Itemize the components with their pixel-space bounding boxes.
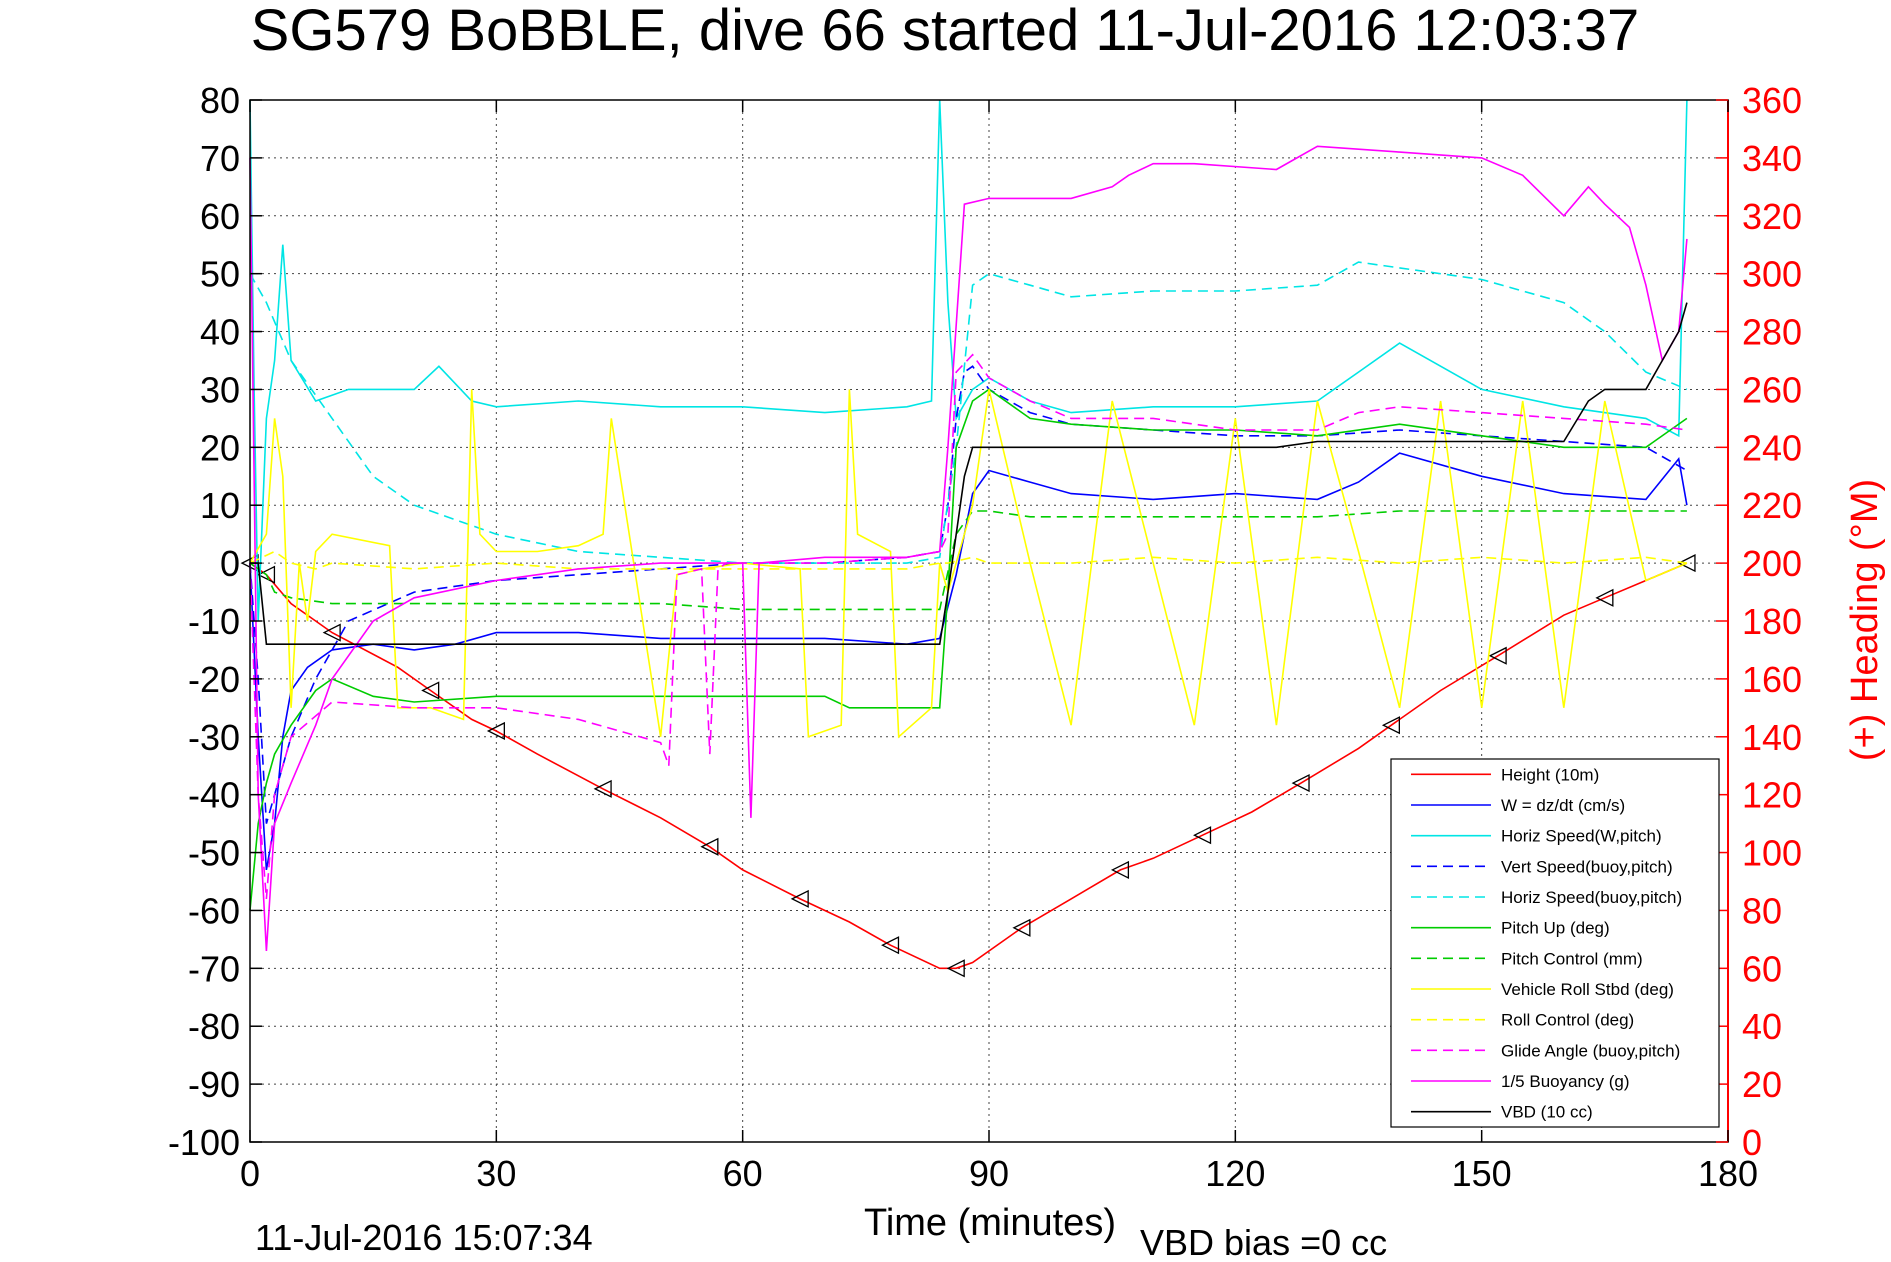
series-line-3 (249, 365, 1688, 824)
y-tick-label: -50 (188, 833, 240, 874)
y-right-tick-label: 220 (1742, 485, 1802, 526)
footer-timestamp: 11-Jul-2016 15:07:34 (255, 1217, 593, 1258)
height-marker (881, 936, 900, 955)
y-right-tick-label: 200 (1742, 543, 1802, 584)
footer-vbd-bias: VBD bias =0 cc (1140, 1222, 1387, 1262)
y-right-tick-label: 320 (1742, 196, 1802, 237)
x-tick-label: 150 (1452, 1153, 1512, 1194)
x-axis-label: Time (minutes) (864, 1202, 1116, 1244)
y-right-tick-label: 40 (1742, 1006, 1782, 1047)
series-line-0 (249, 562, 1688, 970)
x-tick-label: 90 (969, 1153, 1009, 1194)
series-line-7 (249, 389, 1688, 739)
y-right-tick-label: 180 (1742, 601, 1802, 642)
y-ticks: 80 70 60 50 40 30 20 10 0 -10 -20 -30 -40 -50 -60 -70 -8… (168, 80, 262, 1163)
height-marker (1381, 716, 1400, 735)
y-tick-label: -80 (188, 1006, 240, 1047)
series-line-10 (249, 145, 1688, 952)
series-line-6 (249, 510, 1687, 611)
series-line-4 (249, 261, 1688, 564)
height-marker (1291, 774, 1310, 793)
y-right-tick-label: 60 (1742, 948, 1782, 989)
height-marker (1193, 826, 1212, 845)
y-tick-label: -40 (188, 775, 240, 816)
legend-label: Vert Speed(buoy,pitch) (1501, 857, 1673, 876)
height-marker (421, 681, 440, 700)
series-line-5 (249, 388, 1688, 911)
legend-label: Height (10m) (1501, 765, 1599, 784)
y-right-tick-label: 240 (1742, 427, 1802, 468)
legend-label: Horiz Speed(buoy,pitch) (1501, 888, 1682, 907)
y-tick-label: -30 (188, 717, 240, 758)
y-right-tick-label: 140 (1742, 717, 1802, 758)
legend-label: VBD (10 cc) (1501, 1103, 1593, 1122)
y-right-tick-label: 120 (1742, 775, 1802, 816)
y-right-tick-label: 20 (1742, 1064, 1782, 1105)
height-marker (1677, 554, 1696, 573)
y-tick-label: -70 (188, 948, 240, 989)
y-tick-label: -60 (188, 890, 240, 931)
series-line-9 (249, 353, 1688, 899)
height-marker (256, 565, 276, 584)
x-ticks: 0 30 60 90 120 150 180 (240, 100, 1758, 1194)
y-tick-label: 70 (200, 138, 240, 179)
y-tick-label: -10 (188, 601, 240, 642)
height-marker (946, 959, 965, 978)
y-tick-label: 20 (200, 427, 240, 468)
y-right-tick-label: 80 (1742, 890, 1782, 931)
x-tick-label: 30 (476, 1153, 516, 1194)
y-tick-label: 60 (200, 196, 240, 237)
legend-box (1390, 758, 1720, 1128)
x-tick-label: 120 (1205, 1153, 1265, 1194)
height-marker (1595, 588, 1614, 607)
height-marker (700, 837, 719, 856)
y-tick-label: 40 (200, 312, 240, 353)
legend-label: Roll Control (deg) (1501, 1011, 1634, 1030)
y-tick-label: 0 (220, 543, 240, 584)
height-marker (593, 779, 612, 798)
x-tick-label: 60 (723, 1153, 763, 1194)
x-tick-label: 0 (240, 1153, 260, 1194)
y-right-tick-label: 300 (1742, 254, 1802, 295)
height-marker (790, 889, 809, 908)
y-tick-label: 50 (200, 254, 240, 295)
y-ticks-right: 3603403203002802602402202001801601401201… (1716, 80, 1802, 1163)
height-marker (486, 721, 505, 741)
legend-label: Vehicle Roll Stbd (deg) (1501, 980, 1674, 999)
y-right-tick-label: 260 (1742, 369, 1802, 410)
y-tick-label: 30 (200, 369, 240, 410)
y-tick-label: -90 (188, 1064, 240, 1105)
y-tick-label: 10 (200, 485, 240, 526)
y-right-tick-label: 0 (1742, 1122, 1762, 1163)
legend-label: Pitch Up (deg) (1501, 919, 1610, 938)
height-marker (322, 623, 341, 642)
y-right-tick-label: 340 (1742, 138, 1802, 179)
legend-label: 1/5 Buoyancy (g) (1501, 1072, 1630, 1091)
series-group (240, 99, 1696, 978)
legend-label: Glide Angle (buoy,pitch) (1501, 1041, 1680, 1060)
right-axis-label: (+) Heading (°M) (1844, 479, 1886, 761)
legend: Height (10m) W = dz/dt (cm/s) Horiz Speed(… (1390, 758, 1720, 1128)
chart-title: SG579 BoBBLE, dive 66 started 11-Jul-201… (251, 0, 1640, 63)
x-tick-label: 180 (1698, 1153, 1758, 1194)
height-marker (1110, 860, 1130, 879)
y-right-tick-label: 100 (1742, 833, 1802, 874)
y-tick-label: -20 (188, 659, 240, 700)
legend-label: Horiz Speed(W,pitch) (1501, 827, 1662, 846)
series-line-2 (249, 99, 1688, 622)
y-right-tick-label: 160 (1742, 659, 1802, 700)
series-line-8 (249, 550, 1688, 570)
height-marker (1012, 918, 1031, 937)
series-line-11 (250, 302, 1688, 646)
y-tick-label: -100 (168, 1122, 240, 1163)
y-right-tick-label: 280 (1742, 312, 1802, 353)
height-marker (1488, 646, 1507, 665)
legend-label: Pitch Control (mm) (1501, 949, 1643, 968)
y-tick-label: 80 (200, 80, 240, 121)
legend-label: W = dz/dt (cm/s) (1501, 796, 1625, 815)
y-right-tick-label: 360 (1742, 80, 1802, 121)
